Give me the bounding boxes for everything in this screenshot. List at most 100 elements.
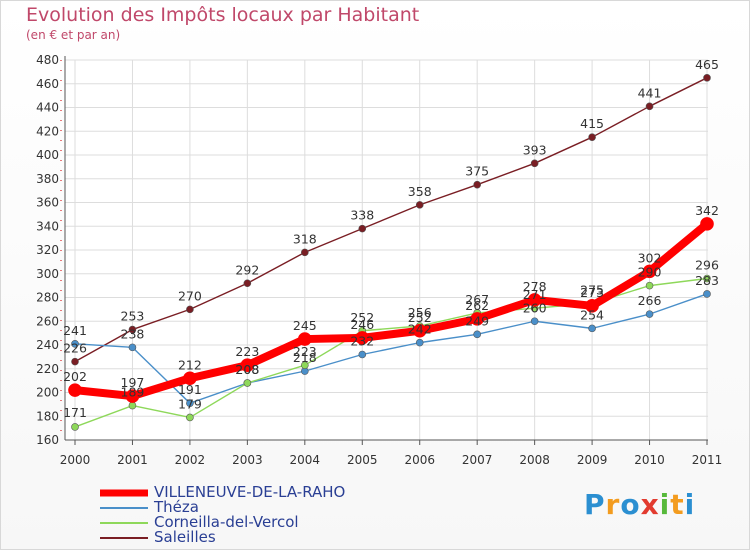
proxiti-logo: Proxiti	[584, 488, 695, 521]
data-point-corneilla-del-vercol	[703, 274, 711, 283]
logo-letter: P	[584, 488, 606, 521]
y-tick-label: 340	[36, 219, 59, 233]
logo-letter: t	[670, 488, 685, 521]
data-point-saleilles	[243, 279, 252, 288]
x-tick-label: 2006	[404, 453, 435, 467]
x-tick-label: 2009	[577, 453, 608, 467]
data-point-villeneuve-de-la-raho	[642, 264, 657, 279]
data-point-villeneuve-de-la-raho	[125, 389, 140, 403]
data-point-saleilles	[530, 159, 539, 168]
data-label-saleilles: 375	[465, 164, 489, 179]
data-point-saleilles	[301, 248, 309, 257]
x-tick-label: 2007	[462, 453, 493, 467]
data-point-corneilla-del-vercol	[301, 361, 309, 369]
x-tick-label: 2001	[117, 453, 148, 467]
data-point-saleilles	[473, 180, 481, 189]
data-label-corneilla-del-vercol: 208	[235, 362, 259, 377]
data-point-th-za	[645, 310, 654, 318]
legend-item-label: Corneilla-del-Vercol	[154, 513, 299, 531]
data-point-corneilla-del-vercol	[186, 413, 194, 422]
data-point-saleilles	[415, 201, 424, 209]
data-label-saleilles: 415	[580, 116, 604, 131]
chart-subtitle: (en € et par an)	[26, 28, 121, 42]
data-point-saleilles	[588, 133, 596, 141]
data-point-th-za	[128, 343, 137, 352]
data-label-saleilles: 226	[63, 341, 87, 356]
data-label-th-za: 249	[465, 313, 489, 328]
data-label-th-za: 218	[293, 350, 317, 365]
data-label-saleilles: 338	[350, 208, 374, 223]
data-label-villeneuve-de-la-raho: 262	[465, 298, 489, 313]
y-tick-label: 400	[36, 148, 59, 162]
data-point-villeneuve-de-la-raho	[68, 383, 82, 397]
logo-letter: x	[640, 488, 660, 521]
data-point-th-za	[358, 350, 367, 359]
data-label-corneilla-del-vercol: 189	[121, 385, 145, 400]
data-point-villeneuve-de-la-raho	[527, 293, 542, 307]
data-point-corneilla-del-vercol	[128, 401, 137, 410]
data-point-th-za	[473, 330, 481, 339]
data-label-saleilles: 465	[695, 57, 719, 72]
series-line-villeneuve-de-la-raho	[74, 220, 710, 401]
y-tick-label: 380	[36, 172, 59, 186]
x-tick-label: 2000	[60, 453, 91, 467]
legend-item-label: Saleilles	[154, 528, 216, 546]
data-label-villeneuve-de-la-raho: 278	[523, 279, 547, 294]
y-tick-label: 460	[36, 77, 59, 91]
x-tick-label: 2002	[175, 453, 206, 467]
y-tick-label: 320	[36, 243, 59, 257]
data-label-th-za: 260	[523, 300, 547, 315]
data-point-villeneuve-de-la-raho	[700, 217, 714, 231]
data-label-villeneuve-de-la-raho: 302	[638, 250, 662, 265]
data-label-th-za: 266	[638, 293, 662, 308]
data-label-saleilles: 292	[235, 262, 259, 277]
data-label-villeneuve-de-la-raho: 342	[695, 203, 719, 218]
data-point-corneilla-del-vercol	[645, 281, 654, 290]
data-label-villeneuve-de-la-raho: 252	[408, 310, 432, 325]
data-label-th-za: 191	[178, 382, 202, 397]
data-point-saleilles	[186, 305, 194, 314]
data-label-saleilles: 318	[293, 231, 317, 246]
data-label-th-za: 242	[408, 322, 432, 337]
y-tick-label: 220	[36, 362, 59, 376]
data-label-th-za: 208	[235, 362, 259, 377]
y-tick-label: 480	[36, 53, 59, 67]
data-point-villeneuve-de-la-raho	[240, 358, 255, 372]
data-point-villeneuve-de-la-raho	[412, 323, 427, 338]
y-tick-label: 300	[36, 267, 59, 281]
data-label-th-za: 238	[121, 326, 145, 341]
data-label-corneilla-del-vercol: 267	[465, 292, 489, 307]
data-label-corneilla-del-vercol: 252	[350, 310, 374, 325]
data-point-saleilles	[358, 224, 367, 233]
data-label-th-za: 254	[580, 307, 604, 322]
y-tick-label: 180	[36, 409, 59, 423]
data-label-corneilla-del-vercol: 256	[408, 305, 432, 320]
x-tick-label: 2011	[692, 453, 723, 467]
data-point-corneilla-del-vercol	[71, 423, 79, 431]
data-label-corneilla-del-vercol: 179	[178, 396, 202, 411]
data-label-villeneuve-de-la-raho: 223	[235, 344, 259, 359]
y-tick-label: 420	[36, 124, 59, 138]
data-label-th-za: 283	[695, 273, 719, 288]
data-point-th-za	[186, 399, 194, 407]
data-label-saleilles: 358	[408, 184, 432, 199]
data-label-villeneuve-de-la-raho: 212	[178, 357, 202, 372]
data-point-villeneuve-de-la-raho	[298, 332, 312, 346]
data-label-th-za: 241	[63, 323, 87, 338]
data-point-saleilles	[71, 357, 79, 366]
logo-letter: i	[659, 488, 671, 521]
data-label-corneilla-del-vercol: 275	[580, 282, 604, 297]
data-point-th-za	[703, 290, 711, 298]
data-point-saleilles	[703, 74, 711, 82]
x-tick-label: 2003	[232, 453, 263, 467]
data-point-th-za	[588, 324, 596, 333]
x-tick-label: 2010	[634, 453, 665, 467]
data-label-corneilla-del-vercol: 296	[695, 258, 719, 273]
series-line-saleilles	[74, 77, 708, 363]
y-tick-label: 260	[36, 314, 59, 328]
data-point-th-za	[415, 338, 424, 347]
data-label-villeneuve-de-la-raho: 202	[63, 369, 87, 384]
data-point-villeneuve-de-la-raho	[585, 299, 599, 313]
logo-letter: o	[620, 488, 641, 521]
